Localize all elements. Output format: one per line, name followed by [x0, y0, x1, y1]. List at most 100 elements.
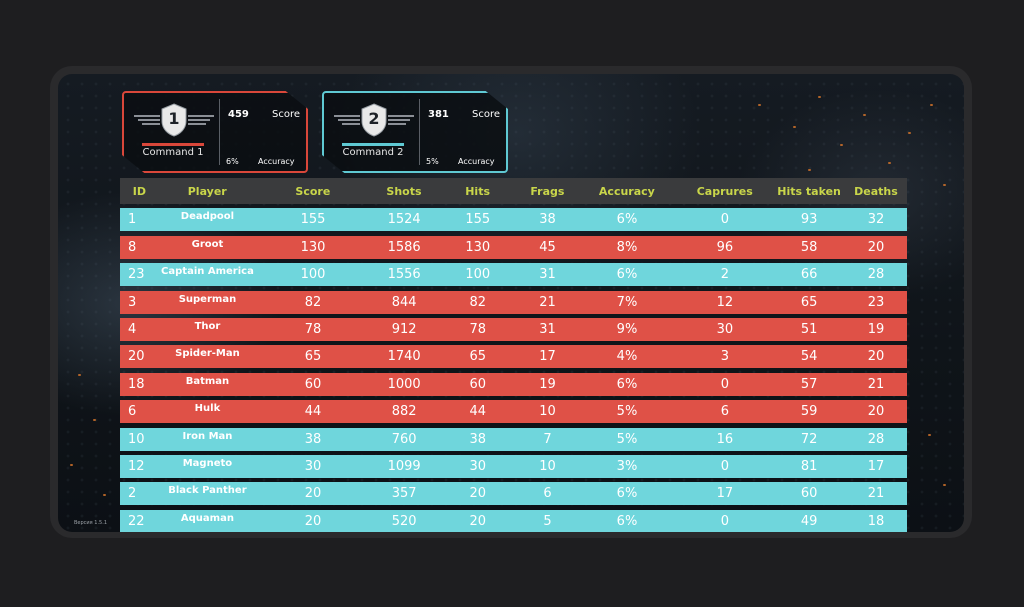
spark-decoration — [943, 184, 946, 186]
device-frame: 1 Command 1 459 Score 6% Accuracy — [50, 66, 972, 538]
cell-accuracy: 6% — [616, 486, 638, 502]
cell-id: 18 — [128, 376, 145, 392]
cell-frags: 38 — [539, 212, 556, 228]
wing-right-icon — [188, 115, 214, 125]
cell-deaths: 18 — [867, 513, 885, 529]
cell-captures: 16 — [716, 431, 734, 447]
cell-player: Superman — [178, 293, 237, 305]
table-row[interactable]: 20 Spider-Man 65 1740 65 17 4% 3 54 20 — [120, 345, 907, 369]
cell-accuracy: 4% — [616, 349, 638, 365]
table-row[interactable]: 10 Iron Man 38 760 38 7 5% 16 72 28 — [120, 427, 907, 451]
spark-decoration — [103, 494, 106, 496]
cell-shots: 882 — [391, 404, 417, 420]
cell-accuracy: 6% — [616, 513, 638, 529]
cell-shots: 1000 — [387, 376, 421, 392]
rank-emblem: 2 — [334, 101, 414, 141]
header-hits[interactable]: Hits — [465, 184, 491, 198]
team-score-label: Score — [472, 109, 501, 120]
cell-frags: 21 — [539, 294, 556, 310]
cell-hits-taken: 58 — [800, 239, 818, 255]
cell-frags: 31 — [539, 267, 556, 283]
divider — [419, 99, 420, 165]
team-accuracy-label: Accuracy — [258, 157, 295, 166]
cell-hits: 38 — [469, 431, 487, 447]
header-frags[interactable]: Frags — [530, 184, 565, 198]
cell-player: Batman — [185, 375, 230, 387]
header-score[interactable]: Score — [295, 184, 331, 198]
table-row[interactable]: 23 Captain America 100 1556 100 31 6% 2 66 28 — [120, 263, 907, 287]
cell-score: 30 — [304, 458, 322, 474]
table-row[interactable]: 22 Aquaman 20 520 20 5 6% 0 49 18 — [120, 509, 907, 532]
cell-shots: 520 — [391, 513, 417, 529]
cell-captures: 6 — [720, 404, 729, 420]
cell-shots: 760 — [391, 431, 417, 447]
cell-score: 78 — [304, 321, 322, 337]
table-row[interactable]: 4 Thor 78 912 78 31 9% 30 51 19 — [120, 317, 907, 341]
rank-emblem: 1 — [134, 101, 214, 141]
cell-shots: 912 — [391, 321, 417, 337]
cell-deaths: 28 — [867, 267, 885, 283]
cell-score: 82 — [304, 294, 322, 310]
table-row[interactable]: 1 Deadpool 155 1524 155 38 6% 0 93 32 — [120, 208, 907, 232]
table-footer-strip — [120, 531, 907, 532]
header-player[interactable]: Player — [187, 184, 227, 198]
team-accuracy-value: 6% — [226, 157, 239, 166]
team-color-bar — [342, 143, 404, 146]
cell-captures: 0 — [720, 513, 729, 529]
cell-hits-taken: 59 — [800, 404, 818, 420]
table-row[interactable]: 3 Superman 82 844 82 21 7% 12 65 23 — [120, 290, 907, 314]
wing-left-icon — [134, 115, 160, 125]
cell-score: 65 — [304, 349, 322, 365]
cell-shots: 1099 — [387, 458, 421, 474]
header-shots[interactable]: Shots — [386, 184, 422, 198]
cell-hits: 130 — [465, 239, 491, 255]
cell-shots: 1556 — [387, 267, 421, 283]
spark-decoration — [808, 169, 811, 171]
cell-hits-taken: 54 — [800, 349, 818, 365]
cell-hits-taken: 93 — [800, 212, 818, 228]
spark-decoration — [928, 434, 931, 436]
spark-decoration — [943, 484, 946, 486]
header-accuracy[interactable]: Accuracy — [598, 184, 655, 198]
cell-player: Black Panther — [168, 485, 247, 497]
cell-hits: 155 — [465, 212, 491, 228]
cell-frags: 10 — [539, 458, 556, 474]
spark-decoration — [93, 419, 96, 421]
cell-frags: 17 — [539, 349, 556, 365]
header-id[interactable]: ID — [132, 184, 146, 198]
cell-deaths: 32 — [867, 212, 885, 228]
header-deaths[interactable]: Deaths — [854, 184, 898, 198]
cell-player: Magneto — [182, 457, 233, 469]
cell-deaths: 28 — [867, 431, 885, 447]
header-hits-taken[interactable]: Hits taken — [777, 184, 841, 198]
team-score-label: Score — [272, 109, 301, 120]
table-row[interactable]: 6 Hulk 44 882 44 10 5% 6 59 20 — [120, 400, 907, 424]
cell-hits: 20 — [469, 486, 487, 502]
cell-captures: 3 — [720, 349, 729, 365]
table-row[interactable]: 18 Batman 60 1000 60 19 6% 0 57 21 — [120, 372, 907, 396]
cell-hits: 20 — [469, 513, 487, 529]
cell-hits-taken: 49 — [800, 513, 818, 529]
header-captures[interactable]: Caprures — [696, 184, 753, 198]
scoreboard-table: ID Player Score Shots Hits Frags Accurac… — [120, 178, 907, 532]
table-row[interactable]: 12 Magneto 30 1099 30 10 3% 0 81 17 — [120, 454, 907, 478]
shield-icon: 1 — [160, 103, 188, 137]
cell-hits-taken: 60 — [800, 486, 818, 502]
cell-deaths: 17 — [867, 458, 885, 474]
cell-shots: 844 — [391, 294, 417, 310]
team-card-command-1: 1 Command 1 459 Score 6% Accuracy — [122, 91, 308, 173]
rank-number: 1 — [168, 109, 180, 128]
spark-decoration — [863, 114, 866, 116]
cell-score: 44 — [304, 404, 322, 420]
cell-accuracy: 9% — [616, 321, 638, 337]
wing-left-icon — [334, 115, 360, 125]
cell-hits: 30 — [469, 458, 487, 474]
cell-hits: 78 — [469, 321, 487, 337]
team-accuracy-value: 5% — [426, 157, 439, 166]
table-row[interactable]: 8 Groot 130 1586 130 45 8% 96 58 20 — [120, 235, 907, 259]
cell-id: 3 — [128, 294, 137, 310]
table-row[interactable]: 2 Black Panther 20 357 20 6 6% 17 60 21 — [120, 482, 907, 506]
cell-id: 22 — [128, 513, 145, 529]
table-body: 1 Deadpool 155 1524 155 38 6% 0 93 32 8 Groot 130 158… — [120, 208, 907, 532]
cell-accuracy: 5% — [616, 404, 638, 420]
